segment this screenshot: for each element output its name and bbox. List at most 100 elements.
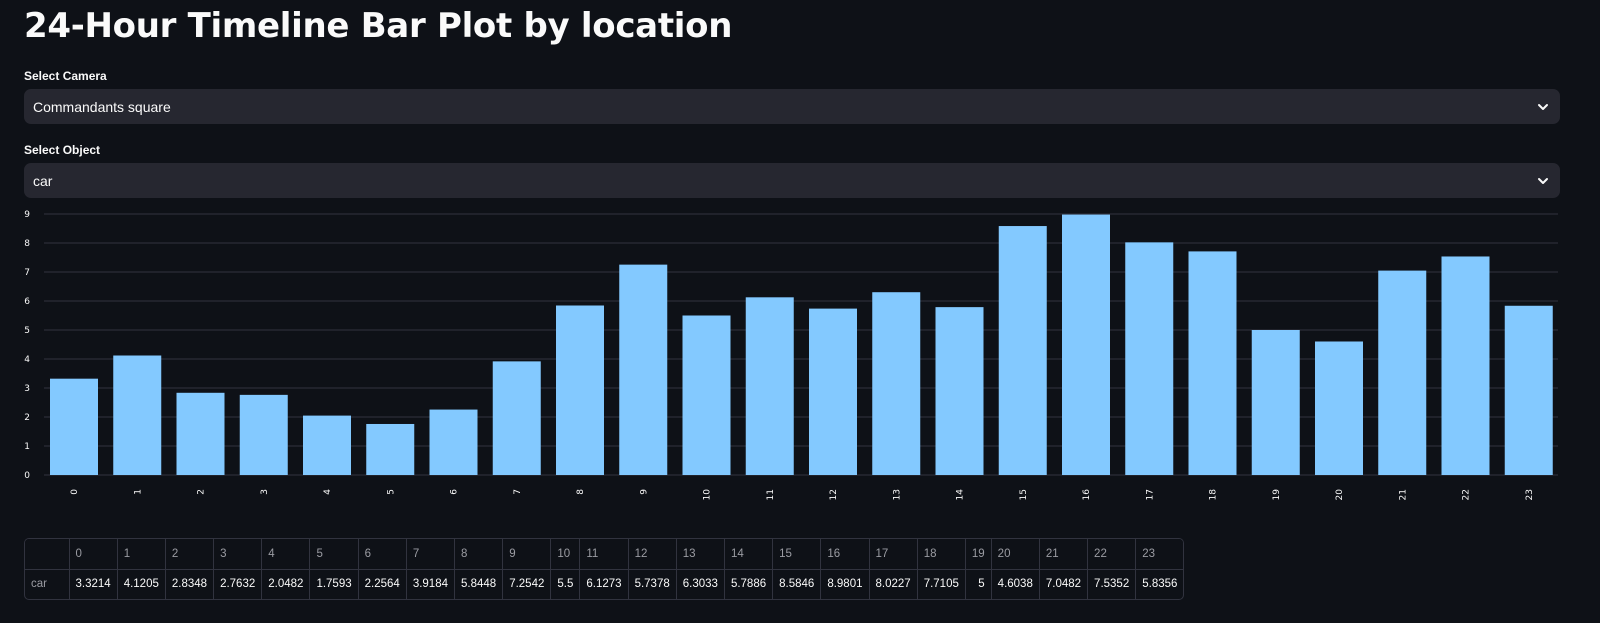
table-column-header[interactable]: 5 (309, 539, 359, 570)
x-tick-label: 0 (70, 489, 80, 495)
bar-hour-17[interactable] (1125, 242, 1174, 475)
bar-hour-20[interactable] (1315, 341, 1363, 475)
bar-hour-2[interactable] (176, 392, 225, 475)
table-cell[interactable]: 2.7632 (213, 569, 263, 599)
bar-hour-1[interactable] (113, 355, 162, 475)
x-tick-label: 17 (1145, 489, 1155, 500)
table-cell[interactable]: 3.3214 (69, 569, 118, 599)
object-select[interactable]: car (24, 163, 1560, 198)
x-tick-label: 21 (1398, 489, 1408, 500)
bar-hour-3[interactable] (239, 394, 288, 475)
table-cell[interactable]: 5.7378 (628, 569, 677, 599)
bar-hour-14[interactable] (935, 307, 984, 475)
table-column-header[interactable]: 22 (1087, 539, 1137, 570)
table-cell[interactable]: 8.5846 (772, 569, 822, 599)
table-cell[interactable]: 2.2564 (358, 569, 407, 599)
object-select-label: Select Object (24, 143, 101, 157)
table-column-header[interactable]: 9 (502, 539, 552, 570)
table-column-header[interactable]: 4 (261, 539, 311, 570)
table-cell[interactable]: 7.5352 (1087, 569, 1137, 599)
y-tick-label: 5 (24, 326, 30, 336)
table-column-header[interactable]: 13 (676, 539, 725, 570)
table-cell[interactable]: 7.7105 (917, 569, 966, 599)
table-corner-cell (25, 539, 70, 570)
table-column-header[interactable]: 1 (117, 539, 166, 570)
table-cell[interactable]: 5 (965, 569, 992, 599)
bar-hour-5[interactable] (366, 423, 415, 475)
x-tick-label: 6 (450, 489, 460, 495)
page-title: 24-Hour Timeline Bar Plot by location (24, 6, 733, 46)
bar-hour-19[interactable] (1251, 330, 1300, 475)
chevron-down-icon[interactable] (1535, 173, 1551, 189)
table-cell[interactable]: 7.0482 (1039, 569, 1089, 599)
bar-hour-4[interactable] (303, 415, 351, 475)
table-column-header[interactable]: 14 (724, 539, 774, 570)
y-tick-label: 1 (24, 442, 30, 452)
bar-hour-21[interactable] (1378, 270, 1427, 475)
table-row: car 3.3214 4.1205 2.8348 2.7632 2.0482 1.7593 2… (25, 569, 1183, 599)
chevron-down-icon[interactable] (1535, 99, 1551, 115)
table-column-header[interactable]: 7 (406, 539, 456, 570)
data-table[interactable]: 0 1 2 3 4 5 6 7 8 9 10 11 12 13 14 15 16 17 18 19 20 21 22 23 c… (24, 538, 1185, 600)
y-tick-label: 0 (24, 471, 30, 481)
table-column-header[interactable]: 18 (917, 539, 966, 570)
y-tick-label: 4 (24, 355, 30, 365)
table-cell[interactable]: 4.6038 (991, 569, 1040, 599)
bar-hour-18[interactable] (1188, 251, 1237, 475)
table-column-header[interactable]: 19 (965, 539, 992, 570)
camera-select-value: Commandants square (33, 98, 171, 115)
bar-hour-7[interactable] (492, 361, 541, 475)
y-tick-label: 7 (24, 268, 30, 278)
table-cell[interactable]: 5.8356 (1142, 578, 1178, 591)
bar-hour-9[interactable] (619, 264, 668, 475)
table-column-header[interactable]: 17 (869, 539, 918, 570)
table-cell[interactable]: 6.1273 (579, 569, 629, 599)
table-cell[interactable]: 8.9801 (820, 569, 870, 599)
table-cell[interactable]: 8.0227 (869, 569, 918, 599)
table-cell[interactable]: 7.2542 (502, 569, 552, 599)
table-cell[interactable]: 4.1205 (117, 569, 166, 599)
table-cell[interactable]: 2.0482 (261, 569, 311, 599)
x-tick-label: 5 (386, 489, 396, 495)
bar-hour-10[interactable] (682, 315, 731, 476)
bar-hour-15[interactable] (998, 226, 1047, 475)
table-cell[interactable]: 1.7593 (309, 569, 359, 599)
bar-hour-12[interactable] (809, 308, 857, 475)
table-column-header[interactable]: 21 (1039, 539, 1089, 570)
table-cell[interactable]: 3.9184 (406, 569, 456, 599)
table-column-header[interactable]: 11 (579, 539, 629, 570)
bar-hour-16[interactable] (1062, 214, 1110, 476)
table-column-header[interactable]: 3 (213, 539, 263, 570)
bar-hour-0[interactable] (50, 378, 98, 475)
table-column-header[interactable]: 10 (550, 539, 581, 570)
table-column-header[interactable]: 8 (454, 539, 504, 570)
table-cell[interactable]: 6.3033 (676, 569, 725, 599)
bar-hour-13[interactable] (872, 292, 921, 475)
table-column-header[interactable]: 6 (358, 539, 407, 570)
table-column-header[interactable]: 0 (69, 539, 118, 570)
table-cell[interactable]: 2.8348 (165, 569, 215, 599)
x-tick-label: 3 (260, 489, 270, 495)
table-column-header[interactable]: 2 (165, 539, 215, 570)
table-cell[interactable]: 5.5 (550, 569, 581, 599)
x-tick-label: 16 (1082, 489, 1092, 501)
table-column-header[interactable]: 23 (1135, 539, 1184, 570)
table-column-header[interactable]: 16 (820, 539, 870, 570)
bar-hour-8[interactable] (556, 305, 604, 475)
object-select-value: car (33, 172, 53, 189)
x-tick-label: 22 (1462, 489, 1472, 500)
bar-hour-6[interactable] (429, 409, 478, 475)
camera-select-label: Select Camera (24, 69, 107, 83)
bar-hour-11[interactable] (745, 297, 794, 475)
table-column-header[interactable]: 15 (772, 539, 822, 570)
y-tick-label: 2 (24, 413, 30, 423)
table-cell[interactable]: 5.7886 (724, 569, 774, 599)
bar-hour-22[interactable] (1441, 256, 1490, 475)
camera-select[interactable]: Commandants square (24, 89, 1560, 124)
table-cell[interactable]: 5.8448 (454, 569, 504, 599)
table-column-header[interactable]: 12 (628, 539, 677, 570)
bar-hour-23[interactable] (1504, 305, 1553, 475)
table-column-header[interactable]: 20 (991, 539, 1040, 570)
